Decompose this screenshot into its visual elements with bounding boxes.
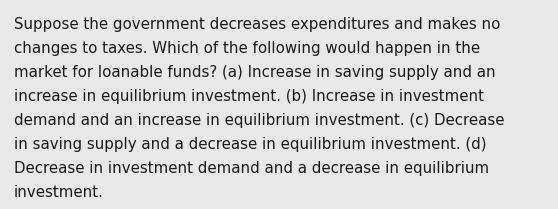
Text: Suppose the government decreases expenditures and makes no: Suppose the government decreases expendi… bbox=[14, 17, 501, 32]
Text: in saving supply and a decrease in equilibrium investment. (d): in saving supply and a decrease in equil… bbox=[14, 137, 487, 152]
Text: demand and an increase in equilibrium investment. (c) Decrease: demand and an increase in equilibrium in… bbox=[14, 113, 504, 128]
Text: investment.: investment. bbox=[14, 185, 104, 200]
Text: Decrease in investment demand and a decrease in equilibrium: Decrease in investment demand and a decr… bbox=[14, 161, 489, 176]
Text: changes to taxes. Which of the following would happen in the: changes to taxes. Which of the following… bbox=[14, 41, 480, 56]
Text: increase in equilibrium investment. (b) Increase in investment: increase in equilibrium investment. (b) … bbox=[14, 89, 484, 104]
Text: market for loanable funds? (a) Increase in saving supply and an: market for loanable funds? (a) Increase … bbox=[14, 65, 496, 80]
